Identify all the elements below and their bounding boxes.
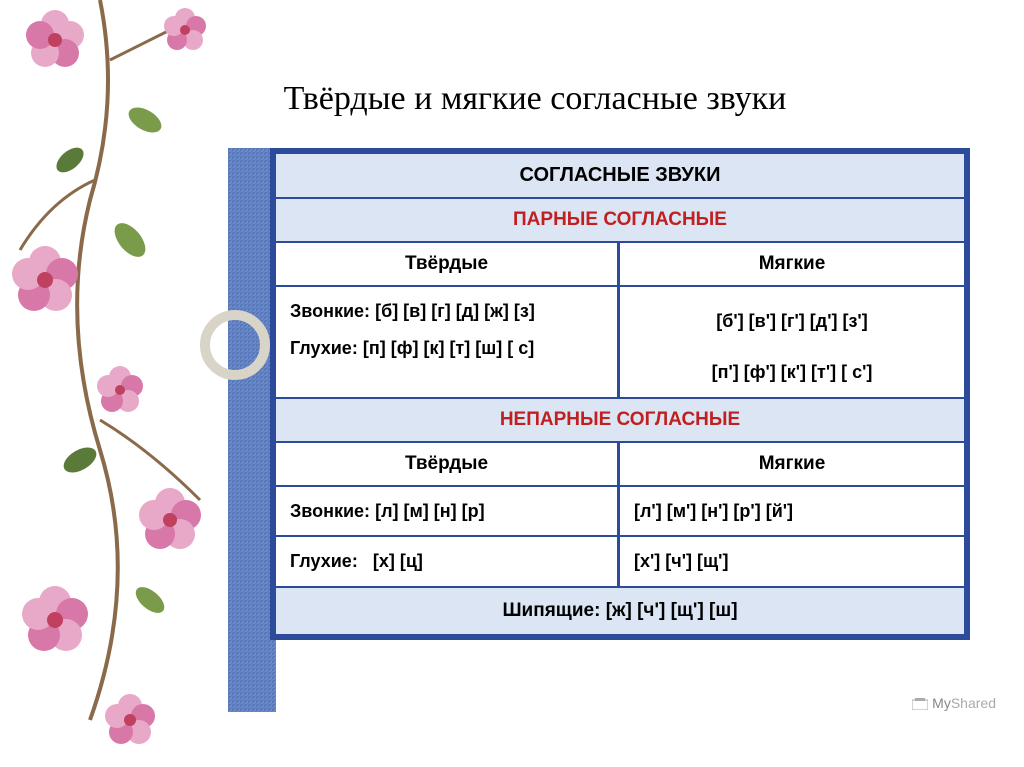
zvonkie-soft: [б'] [в'] [г'] [д'] [з'] [634, 307, 950, 336]
watermark-text2: Shared [951, 695, 996, 711]
gluhie-label: Глухие: [290, 338, 358, 358]
page-title: Твёрдые и мягкие согласные звуки [135, 80, 935, 118]
footer-row: Шипящие: [ж] [ч'] [щ'] [ш] [276, 588, 964, 634]
gluhie-soft: [п'] [ф'] [к'] [т'] [ с'] [634, 358, 950, 387]
watermark-icon [912, 698, 928, 710]
section2-gluhie-soft-cell: [х'] [ч'] [щ'] [620, 537, 964, 586]
section2-zvonkie-soft-cell: [л'] [м'] [н'] [р'] [й'] [620, 487, 964, 536]
watermark: MyShared [912, 695, 996, 711]
section1-title: ПАРНЫЕ СОГЛАСНЫЕ [276, 199, 964, 241]
section1-col-right: Мягкие [620, 243, 964, 285]
zvonkie-label: Звонкие: [290, 301, 370, 321]
section2-title: НЕПАРНЫЕ СОГЛАСНЫЕ [276, 399, 964, 441]
section1-hard-cell: Звонкие: [б] [в] [г] [д] [ж] [з] Глухие:… [276, 287, 620, 397]
gluhie-hard: [п] [ф] [к] [т] [ш] [ с] [363, 338, 534, 358]
zvonkie-hard: [б] [в] [г] [д] [ж] [з] [375, 301, 535, 321]
section2-gluhie-hard-cell: Глухие: [х] [ц] [276, 537, 620, 586]
footer-vals: [ж] [ч'] [щ'] [ш] [606, 600, 738, 621]
binder-ring [200, 310, 270, 380]
consonants-table: СОГЛАСНЫЕ ЗВУКИ ПАРНЫЕ СОГЛАСНЫЕ Твёрдые… [270, 148, 970, 640]
footer-label: Шипящие: [502, 600, 600, 621]
watermark-text1: My [932, 695, 951, 711]
binding-strip [228, 148, 276, 712]
section1-soft-cell: [б'] [в'] [г'] [д'] [з'] [п'] [ф'] [к'] … [620, 287, 964, 397]
section2-col-left: Твёрдые [276, 443, 620, 485]
section2-zvonkie-hard-cell: Звонкие: [л] [м] [н] [р] [276, 487, 620, 536]
section2-col-right: Мягкие [620, 443, 964, 485]
table-header-main: СОГЛАСНЫЕ ЗВУКИ [276, 154, 964, 197]
section1-col-left: Твёрдые [276, 243, 620, 285]
